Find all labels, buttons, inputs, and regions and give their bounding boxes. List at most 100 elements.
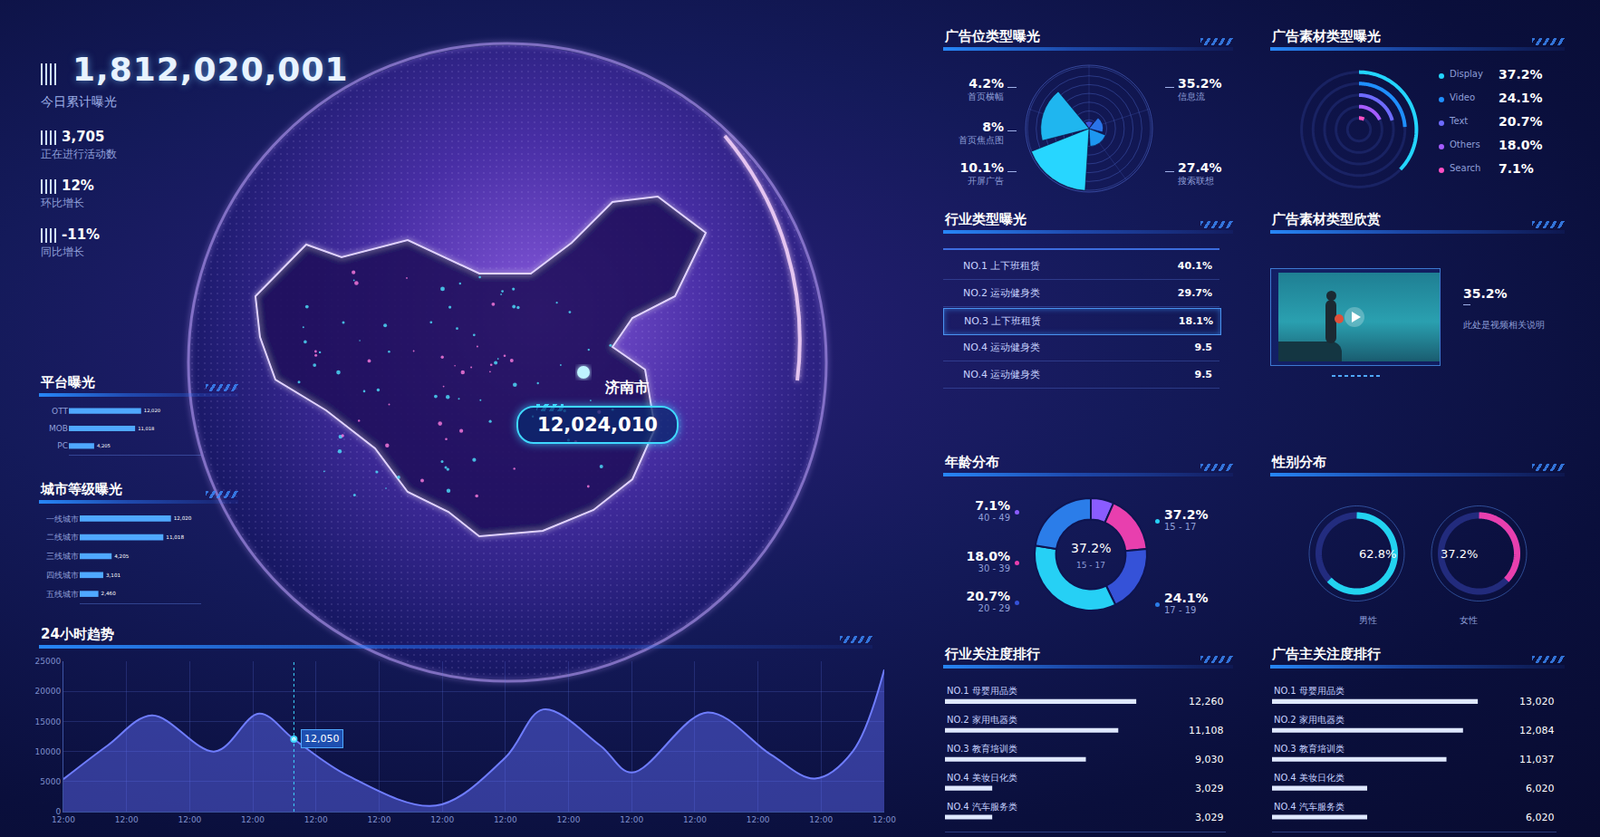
html-text:24.1%: 24.1% bbox=[1498, 90, 1543, 106]
html-text:广告素材类型曝光: 广告素材类型曝光 bbox=[1272, 28, 1381, 45]
svg-text:12:00: 12:00 bbox=[872, 815, 897, 825]
svg-text:12:00: 12:00 bbox=[619, 815, 644, 825]
svg-text:6,020: 6,020 bbox=[1525, 782, 1555, 795]
svg-text:5000: 5000 bbox=[39, 777, 61, 787]
svg-text:12,084: 12,084 bbox=[1519, 724, 1555, 737]
html-text:年龄分布: 年龄分布 bbox=[944, 453, 1000, 471]
svg-text:NO.4 美妆日化类: NO.4 美妆日化类 bbox=[946, 772, 1018, 783]
svg-text:11,108: 11,108 bbox=[1188, 724, 1225, 737]
svg-text:NO.1 母婴用品类: NO.1 母婴用品类 bbox=[946, 685, 1018, 696]
svg-text:9,030: 9,030 bbox=[1195, 753, 1225, 766]
svg-text:一线城市: 一线城市 bbox=[46, 514, 79, 524]
svg-text:12,050: 12,050 bbox=[304, 732, 340, 745]
svg-text:NO.4 汽车服务类: NO.4 汽车服务类 bbox=[946, 801, 1018, 812]
svg-text:12:00: 12:00 bbox=[430, 815, 454, 825]
html-text:20.7%: 20.7% bbox=[966, 588, 1011, 604]
svg-text:15000: 15000 bbox=[35, 717, 62, 727]
svg-text:37.2%: 37.2% bbox=[1440, 547, 1478, 561]
svg-text:三线城市: 三线城市 bbox=[46, 551, 79, 561]
html-text:24.1%: 24.1% bbox=[1164, 590, 1209, 606]
html-text:7.1%: 7.1% bbox=[1498, 161, 1534, 176]
html-text:广告主关注度排行: 广告主关注度排行 bbox=[1272, 645, 1381, 663]
svg-text:3,101: 3,101 bbox=[106, 572, 122, 579]
svg-text:10000: 10000 bbox=[35, 747, 62, 757]
svg-text:12:00: 12:00 bbox=[304, 815, 328, 825]
html-text:20.7%: 20.7% bbox=[1498, 114, 1543, 129]
html-text:12,024,010: 12,024,010 bbox=[537, 414, 658, 436]
html-text:3,705: 3,705 bbox=[61, 128, 105, 145]
html-text:济南市: 济南市 bbox=[605, 378, 649, 396]
svg-text:12:00: 12:00 bbox=[746, 815, 771, 825]
svg-text:12:00: 12:00 bbox=[493, 815, 518, 825]
svg-text:3,029: 3,029 bbox=[1195, 782, 1225, 795]
html-text:37.2%: 37.2% bbox=[1498, 67, 1543, 82]
html-text:行业关注度排行: 行业关注度排行 bbox=[944, 645, 1041, 663]
html-text:广告素材类型欣赏: 广告素材类型欣赏 bbox=[1272, 211, 1381, 228]
svg-text:12:00: 12:00 bbox=[115, 815, 139, 825]
html-text:18.0%: 18.0% bbox=[1498, 137, 1543, 153]
svg-text:OTT: OTT bbox=[51, 406, 68, 416]
svg-text:11,018: 11,018 bbox=[165, 534, 184, 540]
html-text:8%: 8% bbox=[982, 119, 1004, 135]
html-text:广告位类型曝光: 广告位类型曝光 bbox=[944, 28, 1041, 45]
html-text:性别分布: 性别分布 bbox=[1272, 453, 1327, 471]
svg-text:11,018: 11,018 bbox=[137, 425, 155, 432]
svg-text:MOB: MOB bbox=[48, 424, 68, 434]
svg-text:12:00: 12:00 bbox=[683, 815, 707, 825]
html-text:35.2%: 35.2% bbox=[1177, 76, 1222, 91]
svg-text:NO.3 教育培训类: NO.3 教育培训类 bbox=[946, 743, 1018, 754]
svg-text:3,029: 3,029 bbox=[1195, 811, 1225, 824]
svg-text:NO.3 教育培训类: NO.3 教育培训类 bbox=[1273, 743, 1345, 754]
svg-text:NO.2 家用电器类: NO.2 家用电器类 bbox=[1273, 714, 1345, 725]
svg-text:12:00: 12:00 bbox=[557, 815, 581, 825]
html-text:18.0%: 18.0% bbox=[966, 549, 1011, 564]
svg-text:12:00: 12:00 bbox=[240, 815, 265, 825]
html-text:环比增长: 环比增长 bbox=[40, 196, 85, 210]
svg-text:37.2%: 37.2% bbox=[1070, 540, 1111, 556]
html-text:今日累计曝光: 今日累计曝光 bbox=[40, 94, 117, 109]
svg-text:男性: 男性 bbox=[1359, 615, 1378, 626]
html-text:同比增长: 同比增长 bbox=[40, 245, 85, 259]
html-text:27.4%: 27.4% bbox=[1177, 160, 1222, 175]
svg-text:62.8%: 62.8% bbox=[1359, 547, 1397, 561]
html-text:1,812,020,001: 1,812,020,001 bbox=[72, 50, 349, 88]
svg-text:0: 0 bbox=[55, 807, 61, 817]
svg-text:NO.4 美妆日化类: NO.4 美妆日化类 bbox=[1273, 772, 1345, 783]
svg-text:25000: 25000 bbox=[35, 656, 62, 666]
html-text:37.2%: 37.2% bbox=[1164, 507, 1209, 522]
svg-text:2,460: 2,460 bbox=[101, 590, 117, 597]
html-text:城市等级曝光: 城市等级曝光 bbox=[40, 481, 123, 498]
html-text:-11%: -11% bbox=[61, 226, 100, 243]
svg-text:15 - 17: 15 - 17 bbox=[1076, 560, 1106, 570]
svg-text:12:00: 12:00 bbox=[177, 815, 202, 825]
svg-text:4,205: 4,205 bbox=[114, 553, 130, 560]
svg-text:NO.1 母婴用品类: NO.1 母婴用品类 bbox=[1273, 685, 1345, 696]
svg-text:4,205: 4,205 bbox=[96, 443, 111, 449]
svg-text:PC: PC bbox=[57, 441, 68, 451]
html-text:24小时趋势: 24小时趋势 bbox=[40, 626, 115, 643]
svg-text:NO.4 汽车服务类: NO.4 汽车服务类 bbox=[1273, 801, 1345, 812]
html-text:10.1%: 10.1% bbox=[959, 160, 1004, 175]
svg-text:五线城市: 五线城市 bbox=[46, 589, 79, 599]
svg-text:12,020: 12,020 bbox=[144, 407, 161, 414]
svg-text:NO.2 家用电器类: NO.2 家用电器类 bbox=[946, 714, 1018, 725]
html-text:正在进行活动数: 正在进行活动数 bbox=[40, 147, 117, 161]
html-text:行业类型曝光: 行业类型曝光 bbox=[944, 211, 1027, 228]
svg-text:12:00: 12:00 bbox=[809, 815, 833, 825]
svg-text:20000: 20000 bbox=[35, 686, 62, 696]
html-text:7.1%: 7.1% bbox=[975, 498, 1011, 513]
svg-text:二线城市: 二线城市 bbox=[46, 532, 79, 542]
svg-text:四线城市: 四线城市 bbox=[46, 570, 79, 580]
svg-text:13,020: 13,020 bbox=[1519, 695, 1555, 708]
html-text:12%: 12% bbox=[61, 177, 95, 194]
html-text:平台曝光: 平台曝光 bbox=[40, 374, 96, 391]
svg-text:11,037: 11,037 bbox=[1519, 753, 1555, 766]
svg-text:女性: 女性 bbox=[1459, 615, 1478, 626]
html-text:35.2%: 35.2% bbox=[1463, 286, 1508, 301]
svg-text:12,020: 12,020 bbox=[173, 515, 193, 521]
svg-text:6,020: 6,020 bbox=[1525, 811, 1555, 824]
html-text:4.2%: 4.2% bbox=[968, 76, 1004, 91]
svg-text:12:00: 12:00 bbox=[366, 815, 391, 825]
svg-text:12,260: 12,260 bbox=[1188, 695, 1225, 708]
svg-text:12:00: 12:00 bbox=[51, 815, 76, 825]
